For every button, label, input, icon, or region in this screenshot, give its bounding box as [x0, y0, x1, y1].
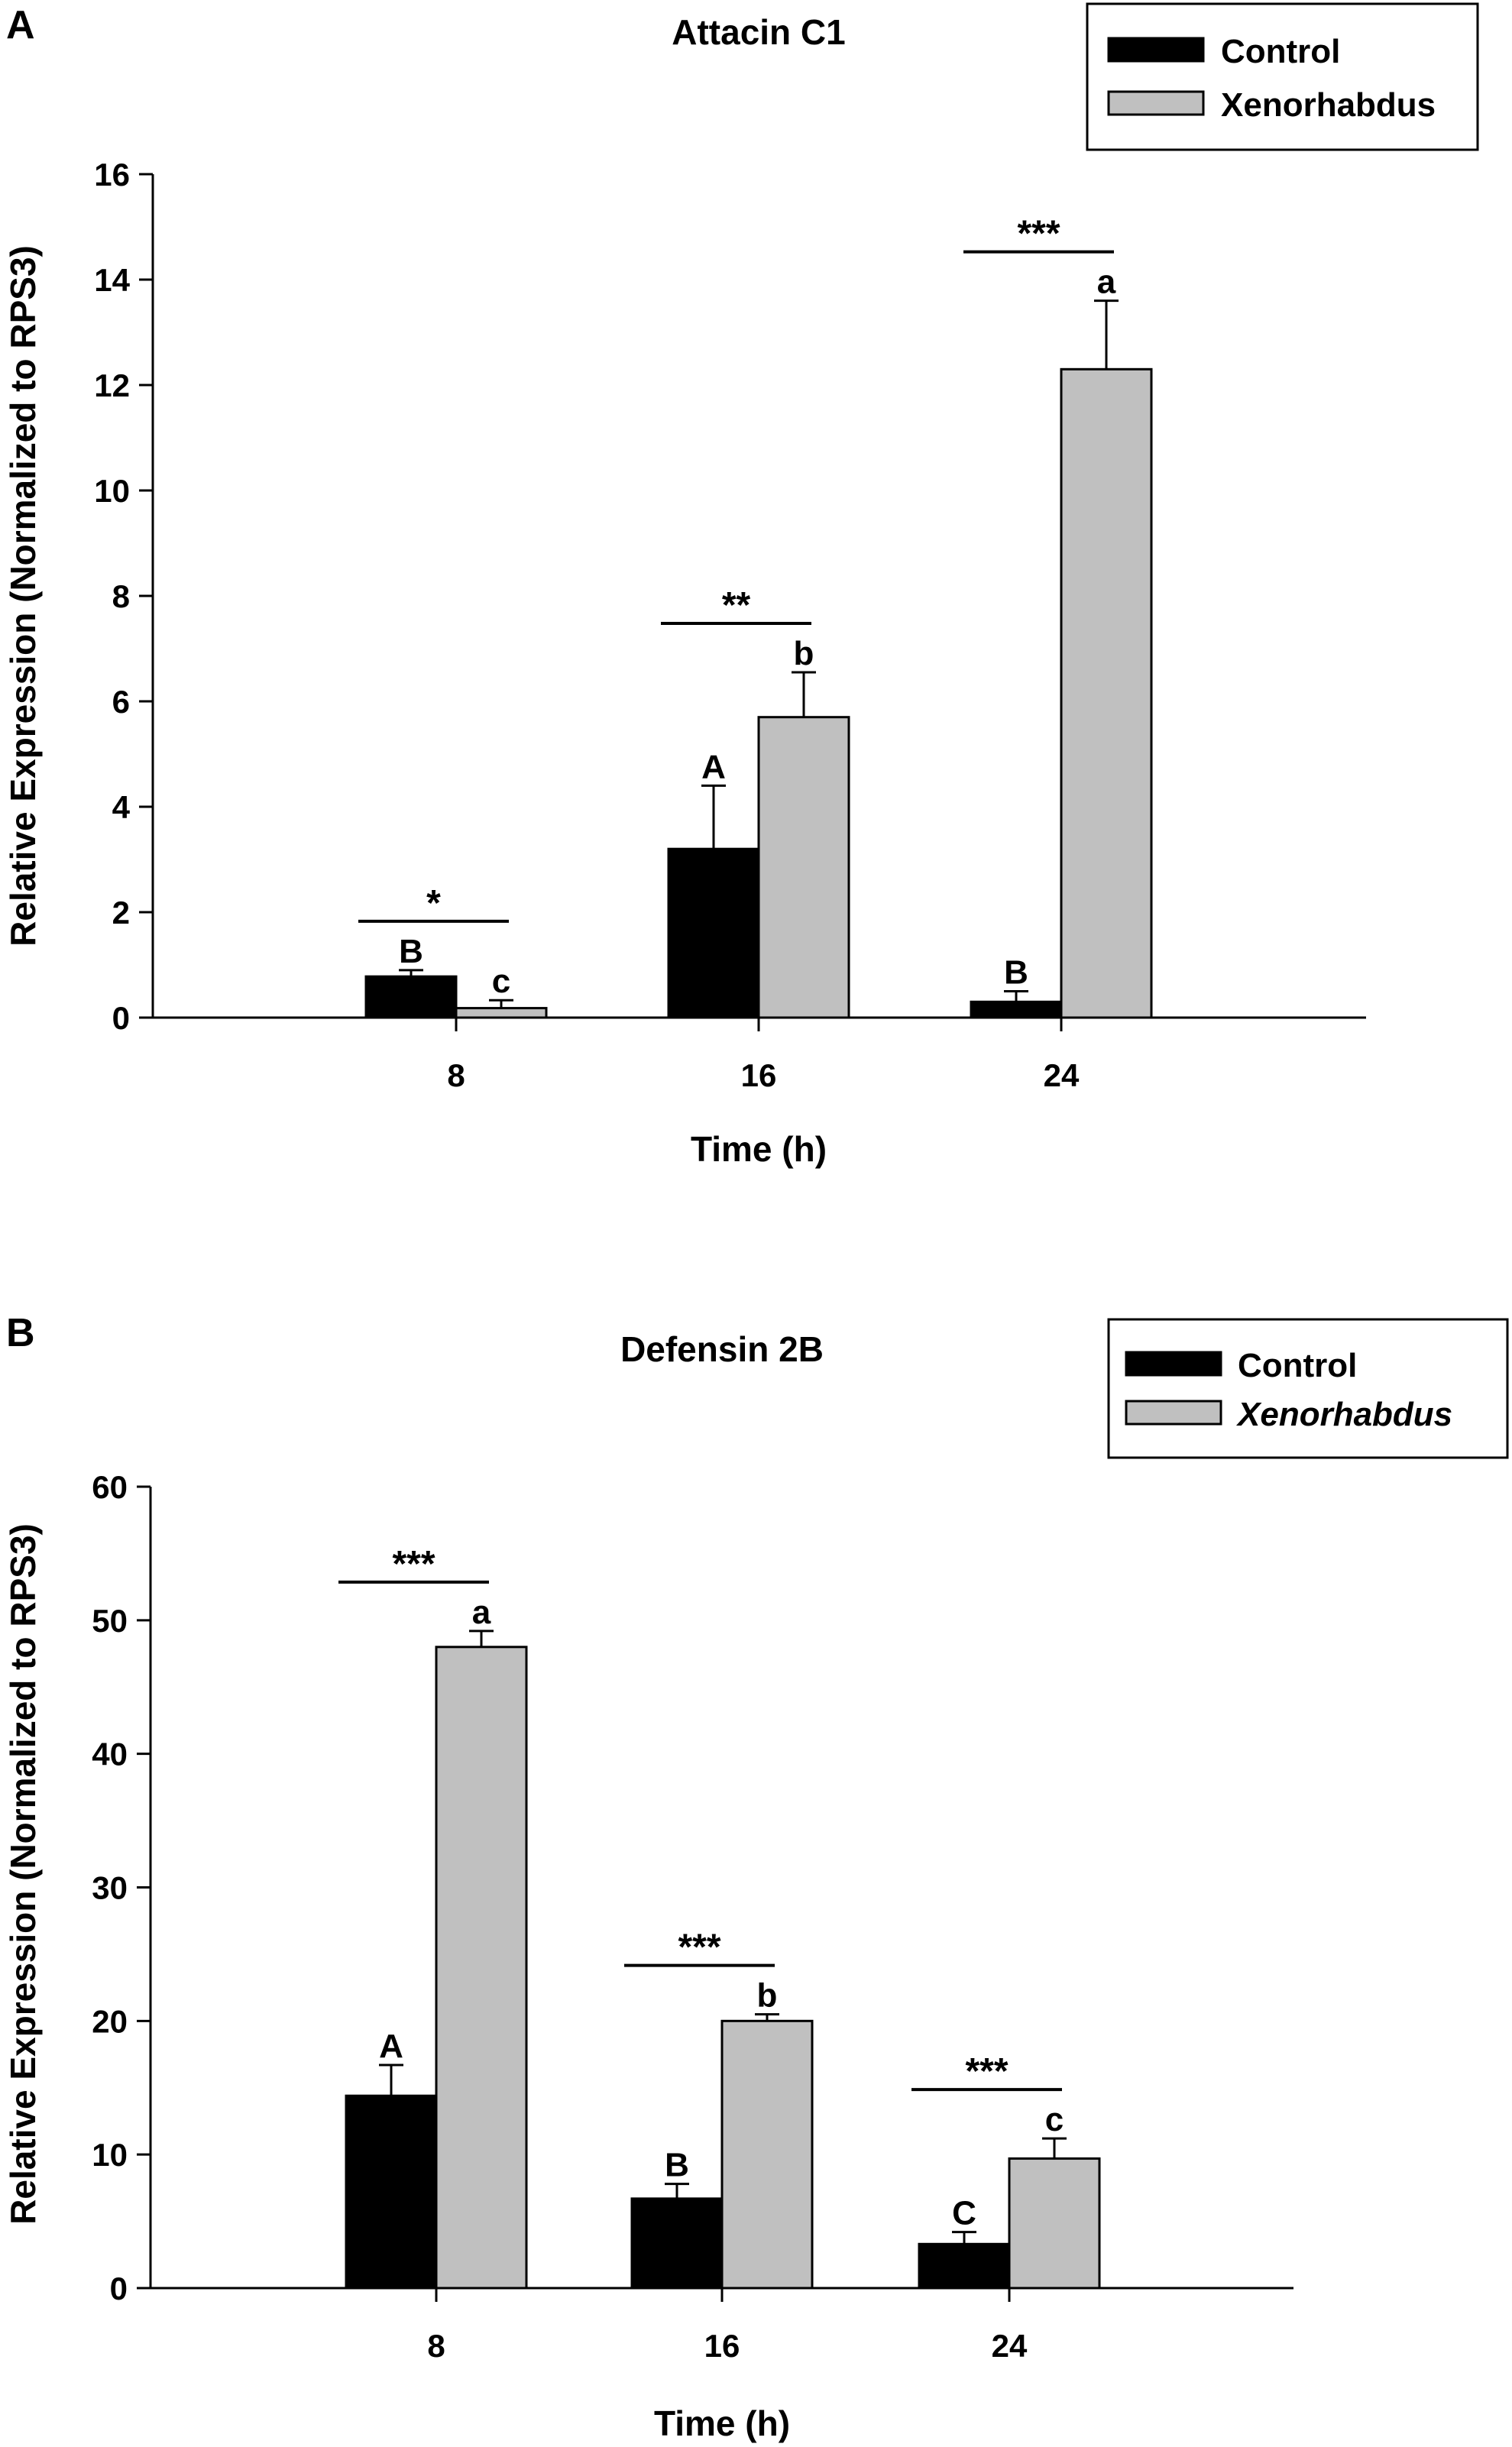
panel-a-letter-control-8: B [399, 933, 423, 970]
panel-b-letter-xenorhabdus-24: c [1045, 2101, 1064, 2138]
panel-a-bar-xenorhabdus-8 [455, 1007, 548, 1019]
panel-b-sig-stars-24: *** [965, 2051, 1008, 2092]
panel-a-ylabel: Relative Expression (Normalized to RPS3) [3, 245, 43, 947]
panel-b-letter-control-16: B [665, 2147, 689, 2184]
panel-b-bar-xenorhabdus-16 [720, 2019, 814, 2290]
panel-b-xlabel: Time (h) [654, 2403, 790, 2443]
panel-a-y-tick-label: 14 [94, 262, 130, 298]
panel-b-label: B [6, 1311, 35, 1355]
panel-b-legend-box [1107, 1318, 1509, 1459]
panel-b-plot: 0 10 20 30 40 50 60 8 16 24 Aa Bb Cc *** *** *** [92, 1469, 1293, 2364]
panel-a-y-tick-label: 4 [112, 789, 131, 825]
panel-a-bar-control-8 [364, 975, 458, 1019]
panel-a-legend-swatch-xenorhabdus [1107, 90, 1205, 116]
panel-b-y-tick-label: 40 [92, 1737, 128, 1772]
panel-b-legend-label-xenorhabdus: Xenorhabdus [1235, 1396, 1452, 1433]
panel-a-bar-xenorhabdus-16 [757, 716, 850, 1019]
panel-a: A Attacin C1 Control Xenorhabdus 0246810… [3, 2, 1479, 1169]
panel-b-legend-label-control: Control [1238, 1347, 1357, 1384]
panel-a-bar-xenorhabdus-24 [1060, 367, 1153, 1019]
panel-a-y-tick-label: 12 [94, 367, 130, 403]
panel-a-legend-swatch-control [1107, 37, 1205, 63]
panel-b-letter-control-8: A [379, 2028, 403, 2065]
panel-b-legend: Control Xenorhabdus [1107, 1318, 1509, 1459]
panel-b-bar-xenorhabdus-24 [1008, 2157, 1101, 2290]
panel-b-y-tick-label: 20 [92, 2003, 128, 2039]
panel-b-bar-control-8 [345, 2094, 438, 2290]
panel-a-legend: Control Xenorhabdus [1086, 2, 1479, 151]
panel-a-sig-stars-16: ** [722, 585, 751, 626]
panel-a-y-tick-label: 8 [112, 578, 130, 614]
panel-a-sig-stars-24: *** [1017, 214, 1060, 254]
panel-a-letter-xenorhabdus-24: a [1097, 264, 1116, 301]
panel-b-letter-xenorhabdus-16: b [757, 1977, 778, 2015]
panel-b-y-tick-label: 50 [92, 1603, 128, 1639]
panel-a-y-tick-label: 6 [112, 684, 130, 720]
panel-a-legend-box [1086, 2, 1479, 151]
panel-a-legend-label-xenorhabdus: Xenorhabdus [1221, 86, 1436, 124]
panel-b-y-tick-label: 10 [92, 2137, 128, 2173]
panel-a-title: Attacin C1 [672, 12, 845, 52]
panel-b-sig-stars-8: *** [392, 1544, 435, 1584]
panel-a-letter-control-24: B [1004, 954, 1028, 992]
panel-a-y-tick-label: 2 [112, 895, 130, 931]
panel-a-y-tick-label: 10 [94, 473, 130, 509]
panel-b-sig-stars-16: *** [678, 1927, 720, 1968]
panel-b-y-tick-label: 0 [110, 2271, 128, 2306]
panel-a-sig-stars-8: * [426, 883, 441, 924]
panel-b-x-tick-label: 8 [427, 2328, 445, 2364]
panel-a-y-tick-label: 0 [112, 1000, 130, 1036]
panel-b-y-tick-label: 60 [92, 1469, 128, 1505]
panel-b-legend-swatch-control [1125, 1351, 1222, 1377]
panel-a-y-tick-label: 16 [94, 157, 130, 193]
panel-b-letter-xenorhabdus-8: a [472, 1594, 491, 1631]
panel-b-x-tick-label: 16 [704, 2328, 740, 2364]
panel-a-letter-control-16: A [701, 748, 726, 785]
panel-a-x-tick-label: 16 [741, 1057, 777, 1093]
panel-a-legend-label-control: Control [1221, 33, 1340, 70]
panel-b-x-tick-label: 24 [992, 2328, 1028, 2364]
panel-b-bar-control-16 [630, 2197, 724, 2290]
panel-a-bar-control-24 [970, 1000, 1063, 1019]
panel-b-bar-control-24 [918, 2242, 1011, 2290]
panel-b-title: Defensin 2B [620, 1329, 824, 1369]
panel-a-label: A [6, 3, 35, 47]
panel-b-letter-control-24: C [952, 2195, 976, 2232]
panel-a-x-tick-label: 8 [447, 1057, 465, 1093]
panel-a-letter-xenorhabdus-16: b [794, 635, 814, 672]
panel-b-bar-xenorhabdus-8 [435, 1646, 528, 2290]
panel-a-bar-control-16 [667, 847, 760, 1019]
panel-b-legend-swatch-xenorhabdus [1125, 1400, 1222, 1426]
panel-a-x-tick-label: 24 [1044, 1057, 1080, 1093]
panel-b: B Defensin 2B Control Xenorhabdus 0 10 20 3… [3, 1311, 1509, 2443]
panel-a-xlabel: Time (h) [691, 1129, 827, 1169]
panel-a-letter-xenorhabdus-8: c [492, 963, 510, 1000]
panel-b-ylabel: Relative Expression (Normalized to RPS3) [3, 1523, 43, 2225]
panel-b-y-tick-label: 30 [92, 1870, 128, 1906]
